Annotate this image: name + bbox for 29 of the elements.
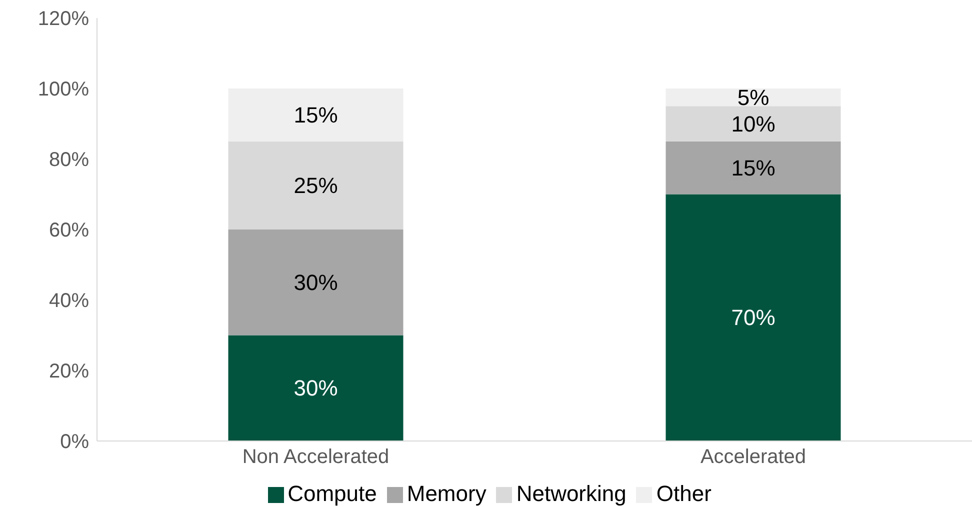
data-label: 15% [294, 102, 338, 128]
data-label: 25% [294, 172, 338, 198]
y-tick-label: 40% [48, 290, 90, 312]
y-tick-label: 100% [38, 78, 90, 101]
y-tick-label: 20% [48, 360, 90, 383]
legend-label: Other [656, 481, 712, 506]
data-label: 10% [731, 111, 776, 136]
y-tick-label: 80% [48, 149, 90, 172]
y-tick-label: 120% [38, 8, 90, 30]
bar [228, 230, 404, 336]
bar [228, 88, 404, 142]
legend-label: Memory [406, 481, 486, 506]
bar [228, 335, 404, 441]
data-label: 15% [731, 155, 776, 180]
y-tick-label: 60% [48, 220, 90, 242]
bar [666, 88, 841, 106]
y-tick-label: 0% [60, 431, 90, 454]
bar [666, 106, 841, 142]
data-label: 30% [294, 376, 338, 401]
x-tick-label: Non Accelerated [242, 446, 390, 468]
x-tick-label: Accelerated [700, 446, 806, 468]
data-label: 30% [294, 270, 338, 295]
bar [666, 141, 841, 194]
bar [666, 194, 841, 441]
data-label: 5% [737, 84, 770, 110]
legend-label: Compute [288, 481, 377, 506]
data-label: 70% [731, 305, 776, 330]
legend-label: Networking [516, 481, 626, 506]
bar [228, 141, 404, 230]
